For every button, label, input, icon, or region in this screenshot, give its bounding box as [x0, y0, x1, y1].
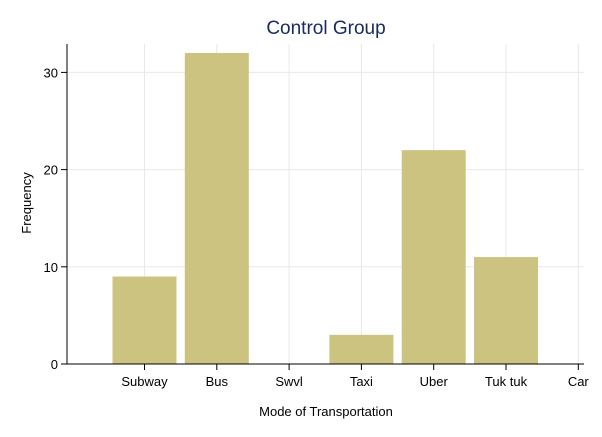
bar-taxi	[329, 334, 394, 364]
x-tick-label: Subway	[121, 374, 168, 389]
x-tick-label: Bus	[206, 374, 229, 389]
bar-bus	[184, 52, 249, 365]
x-axis-ticks: Subway Bus Swvl Taxi Uber Tuk tuk Car	[121, 364, 589, 389]
bar-tuk-tuk	[474, 257, 538, 364]
x-tick-label: Taxi	[350, 374, 373, 389]
x-tick-label: Car	[568, 374, 590, 389]
bars	[112, 52, 538, 365]
y-axis-ticks: 0 10 20 30	[44, 65, 67, 372]
y-axis-label: Frequency	[19, 172, 34, 234]
x-axis-label: Mode of Transportation	[259, 404, 393, 419]
y-tick-label: 0	[51, 357, 58, 372]
x-tick-label: Uber	[420, 374, 449, 389]
x-tick-label: Tuk tuk	[485, 374, 528, 389]
y-tick-label: 10	[44, 260, 58, 275]
chart-title: Control Group	[266, 18, 385, 39]
y-tick-label: 20	[44, 163, 58, 178]
y-tick-label: 30	[44, 65, 58, 80]
bar-uber	[401, 150, 466, 364]
bar-subway	[112, 276, 177, 364]
x-tick-label: Swvl	[275, 374, 303, 389]
